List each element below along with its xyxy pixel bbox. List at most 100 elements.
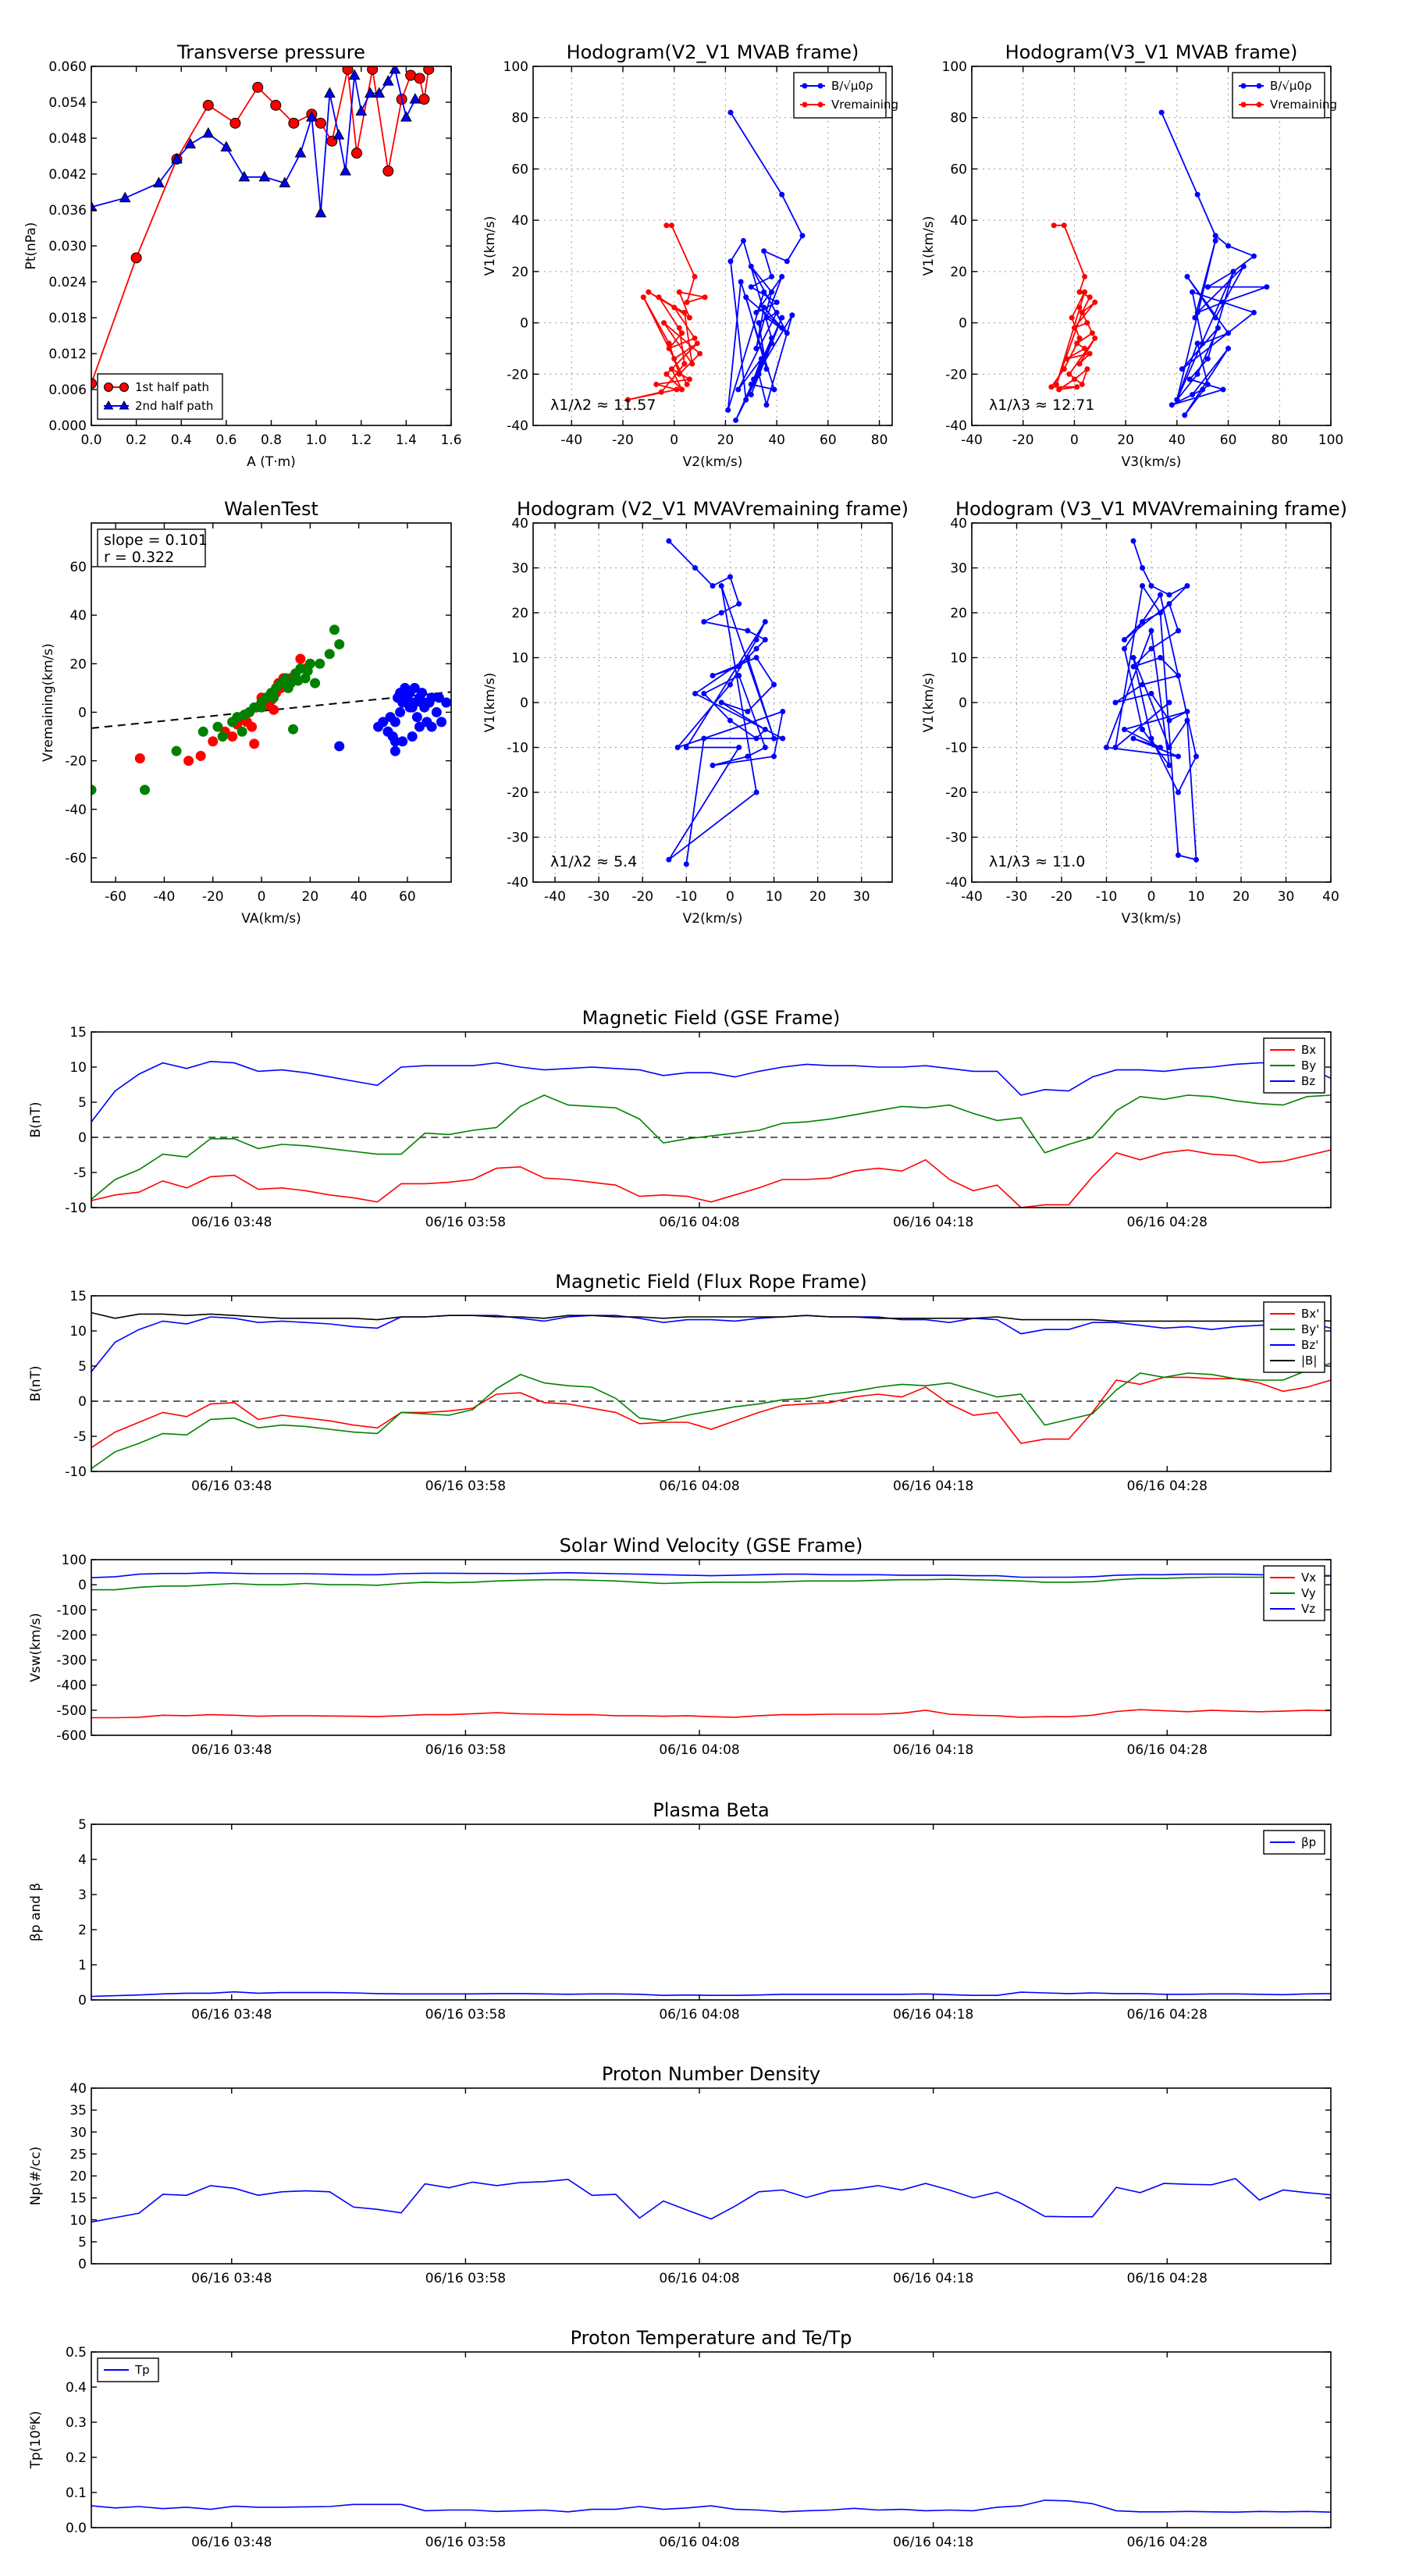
y-tick-label: -10 — [507, 741, 528, 756]
data-point — [756, 320, 762, 326]
y-tick-label: 20 — [511, 606, 528, 621]
data-point — [1140, 681, 1145, 688]
data-point — [238, 170, 251, 182]
legend-label: B/√μ0ρ — [1270, 79, 1312, 93]
data-point — [1194, 309, 1200, 315]
data-point — [745, 709, 751, 714]
x-tick-label: 06/16 03:58 — [425, 1215, 506, 1230]
y-tick-label: 0.060 — [48, 59, 87, 75]
data-point — [334, 639, 345, 649]
chart-title: Hodogram(V2_V1 MVAB frame) — [567, 41, 859, 63]
x-tick-label: 06/16 04:18 — [893, 2535, 973, 2550]
x-tick-label: -40 — [961, 432, 983, 448]
data-point — [1076, 335, 1083, 341]
data-point — [183, 756, 194, 767]
y-tick-label: -100 — [56, 1603, 87, 1618]
data-point — [418, 94, 430, 105]
y-tick-label: 60 — [69, 560, 87, 575]
y-tick-label: 0.2 — [66, 2450, 87, 2466]
data-point — [1158, 745, 1163, 750]
data-point — [1140, 583, 1145, 589]
legend-label: Bz — [1301, 1074, 1315, 1088]
data-point — [748, 381, 754, 387]
y-axis-label: Pt(nPa) — [23, 222, 39, 270]
y-tick-label: 0 — [78, 1993, 87, 2008]
data-point — [780, 735, 786, 742]
data-point — [1082, 273, 1088, 279]
x-tick-label: 06/16 04:28 — [1127, 2271, 1208, 2286]
annotation-text: λ1/λ2 ≈ 5.4 — [550, 853, 637, 870]
y-tick-label: 0.5 — [66, 2345, 87, 2361]
y-tick-label: -200 — [56, 1628, 87, 1643]
x-tick-label: 0.0 — [80, 432, 101, 448]
y-tick-label: 0.042 — [48, 167, 87, 183]
data-point — [237, 726, 247, 737]
y-tick-label: 100 — [942, 59, 967, 75]
series-line-1 — [91, 1362, 1331, 1470]
data-point — [294, 147, 307, 158]
chart-title: Proton Number Density — [602, 2063, 820, 2085]
data-point — [422, 697, 432, 708]
data-point — [1264, 284, 1270, 290]
data-point — [1220, 299, 1226, 305]
x-tick-label: -20 — [1012, 432, 1034, 448]
data-point — [1087, 294, 1093, 301]
data-point — [382, 726, 393, 737]
magnetic-field-gse-panel: 06/16 03:48 06/16 03:58 06/16 04:08 06/16 0… — [28, 1007, 1332, 1230]
x-tick-label: 06/16 03:48 — [191, 1478, 272, 1494]
y-axis-label: V1(km/s) — [482, 673, 498, 733]
x-tick-label: -20 — [1051, 889, 1072, 905]
data-point — [745, 655, 751, 660]
legend-label: By — [1301, 1059, 1316, 1073]
hodogram-v2v1-mvav-panel: -40 -30 -20 -10 0 10 20 30 -40 -30 -20 -10 0 10 20 30 40… — [482, 498, 909, 927]
data-point — [382, 75, 394, 86]
x-tick-label: 40 — [768, 432, 785, 448]
y-axis-label: V1(km/s) — [482, 216, 498, 276]
x-tick-label: 60 — [1220, 432, 1237, 448]
axes-frame — [91, 1823, 1332, 2001]
data-point — [668, 222, 674, 229]
data-point — [646, 289, 652, 295]
x-tick-label: 1.2 — [350, 432, 372, 448]
data-point — [779, 325, 785, 331]
x-axis-label: V3(km/s) — [1122, 911, 1182, 927]
data-point — [1079, 381, 1085, 387]
y-tick-label: 0 — [520, 696, 528, 711]
x-tick-label: 0.2 — [126, 432, 147, 448]
y-tick-label: -40 — [507, 418, 528, 434]
data-point — [1076, 289, 1083, 295]
x-axis-label: A (T·m) — [247, 454, 296, 470]
data-point — [395, 706, 406, 717]
y-tick-label: 5 — [78, 1817, 87, 1833]
y-tick-label: 0.012 — [48, 347, 87, 362]
data-point — [771, 753, 777, 760]
data-point — [1066, 371, 1072, 377]
data-point — [674, 745, 681, 750]
data-point — [315, 117, 326, 129]
data-point — [1122, 727, 1127, 732]
y-tick-label: -20 — [65, 754, 87, 770]
data-point — [1084, 320, 1090, 326]
data-point — [1122, 637, 1127, 642]
data-point — [1130, 655, 1136, 660]
data-point — [762, 727, 768, 732]
legend-marker — [103, 400, 114, 410]
data-point — [389, 66, 401, 74]
legend-label: By' — [1301, 1322, 1319, 1336]
data-point — [302, 666, 313, 677]
data-point — [153, 176, 165, 187]
data-point — [256, 702, 267, 713]
y-tick-label: -5 — [73, 1429, 87, 1445]
data-point — [1179, 366, 1185, 372]
data-point — [340, 165, 351, 176]
data-point — [1092, 335, 1098, 341]
x-tick-label: 06/16 04:28 — [1127, 1215, 1208, 1230]
x-axis-label: VA(km/s) — [241, 911, 301, 927]
data-point — [735, 386, 742, 393]
data-point — [761, 248, 767, 254]
y-tick-label: 0 — [78, 2257, 87, 2272]
plot-area — [91, 1060, 1331, 1208]
legend-label: Bz' — [1301, 1338, 1318, 1352]
plot-area — [91, 624, 451, 795]
x-tick-label: 10 — [1188, 889, 1205, 905]
